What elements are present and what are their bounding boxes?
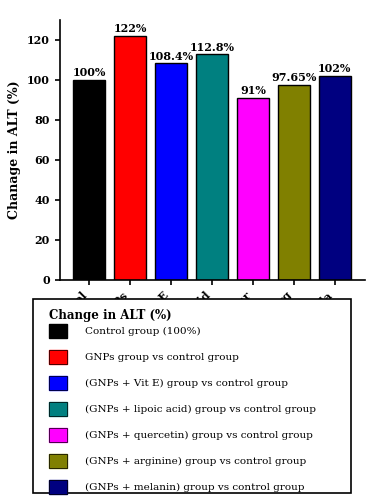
Text: 108.4%: 108.4% — [148, 50, 194, 62]
Bar — [49, 454, 67, 468]
Bar — [196, 54, 228, 280]
Bar — [49, 350, 67, 364]
Text: 97.65%: 97.65% — [271, 72, 317, 83]
Text: Control group (100%): Control group (100%) — [86, 326, 201, 336]
Bar — [49, 428, 67, 442]
Bar — [49, 480, 67, 494]
Bar — [49, 428, 67, 442]
Y-axis label: Chanage in ALT (%): Chanage in ALT (%) — [8, 80, 21, 220]
Bar — [49, 324, 67, 338]
Text: GNPs group vs control group: GNPs group vs control group — [86, 352, 239, 362]
Bar — [49, 402, 67, 416]
Bar — [237, 98, 269, 280]
Text: (GNPs + quercetin) group vs control group: (GNPs + quercetin) group vs control grou… — [86, 430, 313, 440]
Bar — [319, 76, 351, 280]
Text: 100%: 100% — [73, 68, 106, 78]
Bar — [114, 36, 146, 280]
Bar — [49, 402, 67, 416]
FancyBboxPatch shape — [33, 299, 350, 493]
Bar — [49, 350, 67, 364]
Bar — [73, 80, 105, 280]
Text: 122%: 122% — [113, 24, 147, 34]
Text: (GNPs + melanin) group vs control group: (GNPs + melanin) group vs control group — [86, 482, 305, 492]
Text: (GNPs + Vit E) group vs control group: (GNPs + Vit E) group vs control group — [86, 378, 288, 388]
Text: (GNPs + arginine) group vs control group: (GNPs + arginine) group vs control group — [86, 456, 307, 466]
Text: (GNPs + lipoic acid) group vs control group: (GNPs + lipoic acid) group vs control gr… — [86, 404, 317, 413]
Bar — [49, 376, 67, 390]
Text: 102%: 102% — [318, 64, 352, 74]
Text: 112.8%: 112.8% — [190, 42, 234, 53]
Bar — [278, 84, 310, 280]
Bar — [155, 63, 187, 280]
Bar — [49, 454, 67, 468]
Bar — [49, 480, 67, 494]
Text: 91%: 91% — [240, 86, 266, 96]
Bar — [49, 376, 67, 390]
Text: Change in ALT (%): Change in ALT (%) — [49, 309, 172, 322]
Bar — [49, 324, 67, 338]
